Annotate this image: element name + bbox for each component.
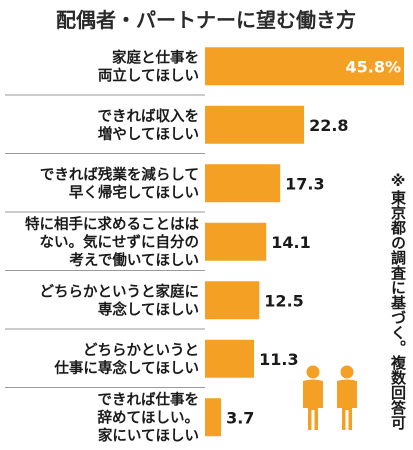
person-head-icon (306, 365, 320, 379)
category-label: ない。気にせずに自分の (40, 233, 200, 251)
bar (205, 47, 404, 86)
category-label: 考えで働いてほしい (69, 251, 199, 269)
bar (205, 164, 281, 203)
chart-title: 配偶者・パートナーに望む働き方 (56, 8, 356, 32)
value-label: 11.3 (259, 350, 298, 369)
category-label: 辞めてほしい。 (98, 408, 200, 426)
category-label: 増やしてほしい (98, 125, 199, 143)
category-label: 家にいてほしい (98, 426, 199, 444)
two-people-icon (303, 365, 357, 430)
person-head-icon (340, 365, 354, 379)
value-label: 22.8 (309, 116, 348, 135)
value-label: 17.3 (285, 174, 324, 193)
value-label: 45.8% (345, 57, 401, 76)
value-label: 14.1 (271, 233, 310, 252)
bar (205, 339, 255, 378)
person-body-icon (303, 379, 323, 430)
category-label: できれば収入を (98, 107, 200, 125)
person-body-icon (337, 379, 357, 430)
bar (205, 281, 260, 320)
bar (205, 398, 222, 437)
category-label: 両立してほしい (98, 66, 199, 84)
category-label: 専念してほしい (98, 300, 199, 318)
category-label: できれば仕事を (98, 390, 200, 408)
category-label: 特に相手に求めることはは (25, 215, 199, 233)
category-label: どちらかというと家庭に (40, 282, 200, 300)
survey-note: ※東京都の調査に基づく。複数回答可 (389, 172, 407, 431)
category-label: 家庭と仕事を (112, 48, 199, 66)
category-label: できれば残業を減らして (40, 165, 199, 183)
value-label: 3.7 (226, 408, 254, 427)
bar (205, 105, 305, 144)
category-label: 早く帰宅してほしい (69, 183, 199, 201)
bar (205, 222, 267, 261)
category-label: どちらかというと (83, 342, 199, 359)
category-label: 仕事に専念してほしい (53, 359, 199, 377)
value-label: 12.5 (264, 291, 303, 310)
